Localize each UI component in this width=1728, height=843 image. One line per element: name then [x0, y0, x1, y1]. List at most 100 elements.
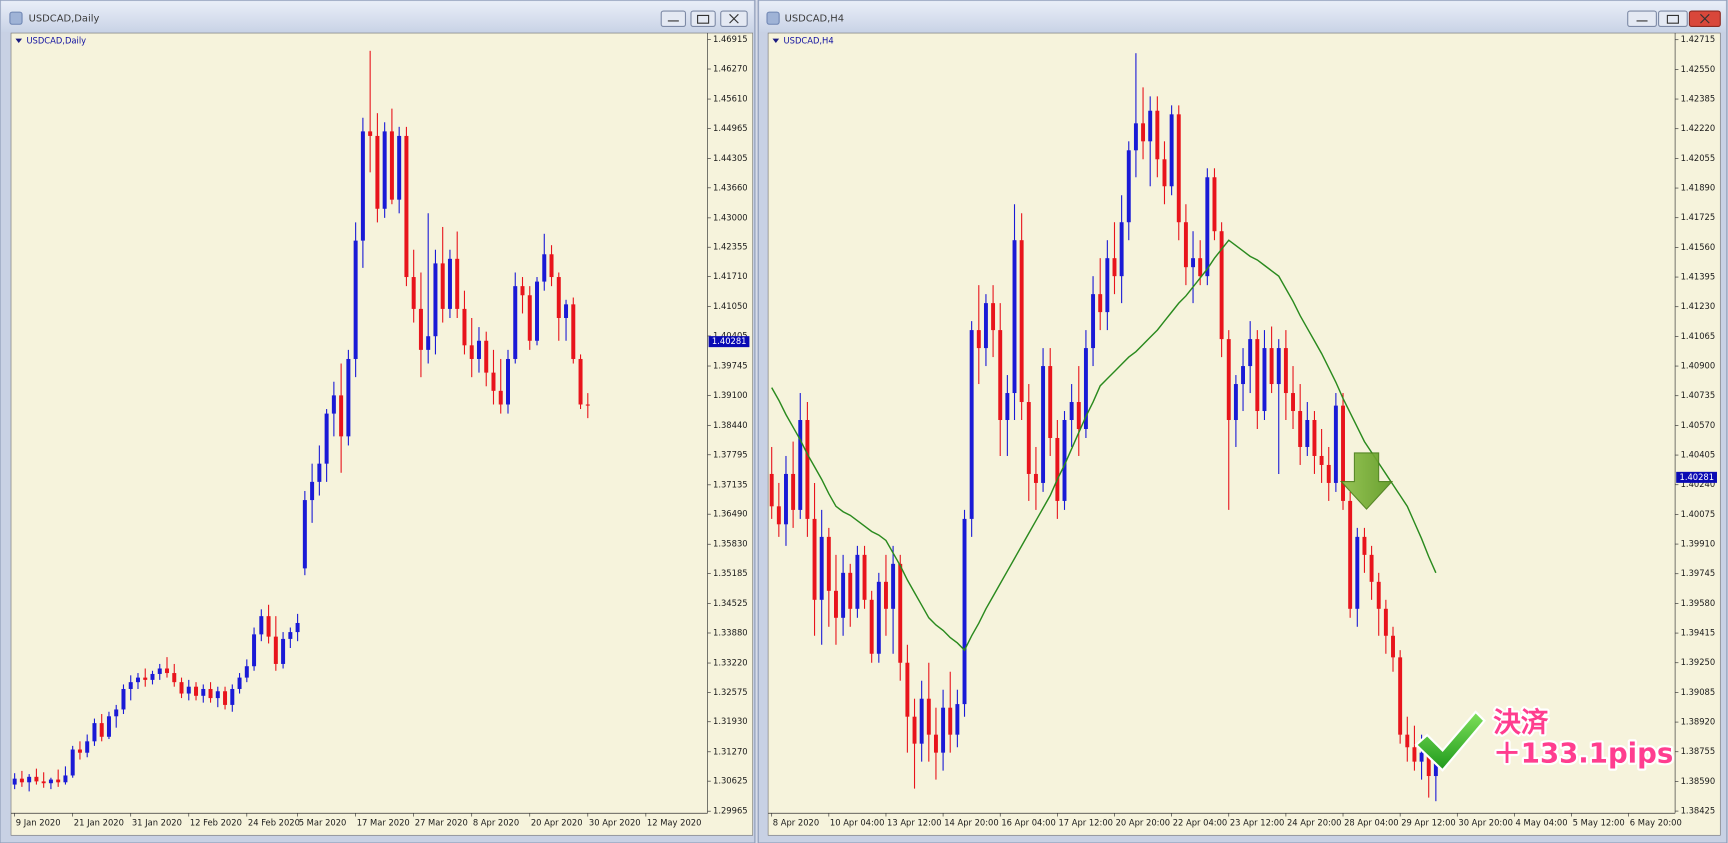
candle-body	[404, 135, 409, 278]
y-tick-label: 1.38590	[1681, 776, 1716, 786]
candle-body	[1269, 348, 1274, 385]
x-tick-label: 22 Apr 04:00	[1173, 817, 1228, 827]
y-tick-label: 1.34525	[713, 598, 748, 608]
x-tick-label: 6 May 20:00	[1630, 817, 1682, 827]
y-tick-label: 1.35185	[713, 568, 748, 578]
y-tick-label: 1.39250	[1681, 657, 1716, 667]
y-tick-label: 1.39745	[1681, 568, 1716, 578]
y-tick-label: 1.31270	[713, 746, 748, 756]
candle-body	[1333, 405, 1338, 483]
candle-body	[1355, 536, 1360, 609]
y-tick-label: 1.31930	[713, 716, 748, 726]
candle-body	[513, 286, 518, 359]
current-price-box	[1676, 471, 1717, 483]
x-tick-label: 5 May 12:00	[1573, 817, 1625, 827]
y-tick-label: 1.37135	[713, 479, 748, 489]
chart-area	[767, 32, 1721, 836]
candle-body	[447, 258, 452, 309]
maximize-button[interactable]	[1658, 10, 1688, 27]
candle-body	[812, 518, 817, 600]
y-tick-label: 1.44965	[713, 123, 748, 133]
y-tick-label: 1.46915	[713, 34, 748, 44]
candle-body	[1376, 581, 1381, 609]
candle-body	[1369, 554, 1374, 582]
candle-body	[317, 463, 322, 482]
x-tick-label: 5 Mar 2020	[299, 817, 347, 827]
candle-body	[172, 673, 177, 683]
y-tick-label: 1.40405	[1681, 450, 1716, 460]
candle-body	[273, 636, 278, 664]
candle-body	[556, 277, 561, 319]
y-tick-label: 1.38440	[713, 420, 748, 430]
candle-body	[63, 775, 68, 783]
candle-body	[295, 622, 300, 633]
candle-body	[1426, 752, 1431, 777]
candle-body	[12, 778, 17, 785]
candle-body	[1212, 177, 1217, 232]
x-tick-label: 17 Mar 2020	[357, 817, 410, 827]
candle-body	[186, 686, 191, 694]
current-price-label: 1.40281	[1680, 472, 1715, 482]
candle-body	[1062, 420, 1067, 501]
candle-body	[941, 707, 946, 753]
y-tick-label: 1.42055	[1681, 153, 1716, 163]
x-tick-label: 27 Mar 2020	[415, 817, 468, 827]
candle-body	[898, 563, 903, 663]
y-tick-label: 1.40900	[1681, 361, 1716, 371]
button-glyphs	[667, 13, 739, 24]
candle-body	[215, 691, 220, 699]
candle-body	[426, 336, 431, 350]
candle-body	[302, 500, 307, 569]
candle-body	[208, 688, 213, 699]
window-icon	[766, 11, 780, 25]
candle-body	[1391, 635, 1395, 658]
annotations: 決済 ＋133.1pips	[1339, 452, 1675, 772]
candle-body	[397, 135, 402, 200]
y-tick-label: 1.38920	[1681, 717, 1716, 727]
y-tick-label: 1.41725	[1681, 212, 1716, 222]
y-tick-label: 1.39745	[713, 361, 748, 371]
candle-body	[106, 716, 111, 737]
candle-body	[1291, 393, 1295, 412]
candle-body	[505, 358, 510, 405]
x-tick-label: 8 Apr 2020	[473, 817, 519, 827]
minimize-button[interactable]	[660, 10, 687, 27]
candle-body	[905, 662, 910, 717]
candle-body	[194, 686, 199, 696]
x-tick-label: 20 Apr 2020	[531, 817, 583, 827]
check-mark	[1414, 710, 1486, 772]
x-tick-label: 4 May 04:00	[1516, 817, 1568, 827]
candle-body	[346, 358, 351, 437]
minimize-button[interactable]	[1627, 10, 1657, 27]
candle-body	[41, 781, 46, 784]
candle-body	[1298, 411, 1303, 447]
candle-body	[791, 473, 796, 510]
candle-body	[1419, 752, 1424, 762]
candle-body	[578, 358, 583, 405]
candle-body	[382, 131, 387, 209]
candle-body	[433, 263, 438, 337]
candle-body	[955, 704, 960, 735]
x-tick-label: 14 Apr 20:00	[944, 817, 999, 827]
candle-body	[998, 330, 1003, 421]
candle-body	[339, 395, 344, 437]
candle-body	[1033, 473, 1038, 483]
title-bar	[1, 1, 754, 32]
candle-body	[962, 518, 967, 705]
candle-body	[564, 304, 569, 319]
current-price-label: 1.40281	[712, 336, 747, 346]
candle-body	[1005, 393, 1010, 421]
candle-body	[259, 616, 264, 635]
candle-body	[926, 698, 931, 735]
y-tick-label: 1.41395	[1681, 272, 1716, 282]
x-tick-label: 28 Apr 04:00	[1344, 817, 1399, 827]
candle-body	[476, 340, 481, 359]
candle-body	[1148, 110, 1153, 142]
y-tick-label: 1.40240	[1681, 479, 1716, 489]
annotation: 決済	[1493, 707, 1549, 739]
candle-body	[462, 308, 467, 346]
y-tick-label: 1.41230	[1681, 301, 1716, 311]
y-tick-label: 1.38755	[1681, 746, 1716, 756]
y-tick-label: 1.45610	[713, 94, 748, 104]
maximize-button[interactable]	[690, 10, 716, 27]
